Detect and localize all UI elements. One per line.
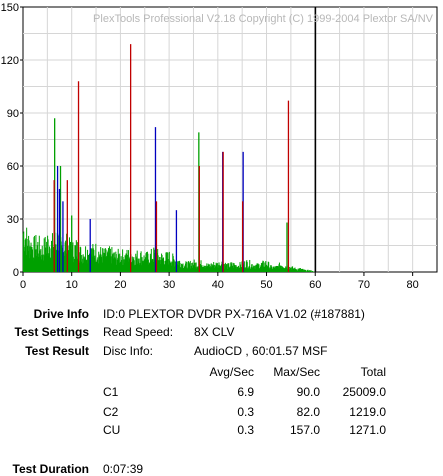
y-tick-label: 120 xyxy=(1,55,19,67)
stats-row-name-c2: C2 xyxy=(103,405,119,419)
test-settings-label: Test Settings xyxy=(14,325,89,339)
disc-info-value: AudioCD , 60:01.57 MSF xyxy=(194,344,328,358)
x-axis-ticks: 0 10 20 30 40 50 60 70 80 xyxy=(20,272,419,290)
stats-header-avg: Avg/Sec xyxy=(209,365,254,379)
x-tick-label: 60 xyxy=(309,279,321,290)
read-speed-label: Read Speed: xyxy=(103,325,174,339)
stats-row-max-c1: 90.0 xyxy=(296,385,320,399)
y-tick-label: 0 xyxy=(13,267,19,279)
stats-row-avg-c1: 6.9 xyxy=(237,385,254,399)
stats-row-name-cu: CU xyxy=(103,423,121,437)
stats-row-max-cu: 157.0 xyxy=(289,423,320,437)
stats-row-total-c2: 1219.0 xyxy=(349,405,386,419)
y-tick-label: 30 xyxy=(7,214,19,226)
chart-grid xyxy=(23,7,437,272)
x-tick-label: 10 xyxy=(66,279,78,290)
stats-row-name-c1: C1 xyxy=(103,385,119,399)
y-axis-ticks: 0 30 60 90 120 150 xyxy=(1,2,23,279)
stats-row-total-cu: 1271.0 xyxy=(349,423,386,437)
x-tick-label: 80 xyxy=(407,279,419,290)
disc-info-label: Disc Info: xyxy=(103,344,154,358)
stats-row-avg-c2: 0.3 xyxy=(237,405,254,419)
test-result-label: Test Result xyxy=(25,344,89,358)
x-tick-label: 30 xyxy=(163,279,175,290)
x-tick-label: 20 xyxy=(114,279,126,290)
stats-row-max-c2: 82.0 xyxy=(296,405,320,419)
x-tick-label: 70 xyxy=(358,279,370,290)
stats-row-total-c1: 25009.0 xyxy=(342,385,386,399)
error-chart: 0 10 20 30 40 50 60 70 80 0 30 60 90 120 150 PlexTool… xyxy=(1,2,438,290)
y-tick-label: 90 xyxy=(7,108,19,120)
stats-row-avg-cu: 0.3 xyxy=(237,423,254,437)
y-tick-label: 150 xyxy=(1,2,19,14)
test-duration-value: 0:07:39 xyxy=(103,462,144,476)
chart-bars xyxy=(22,7,317,272)
x-tick-label: 50 xyxy=(260,279,272,290)
x-tick-label: 40 xyxy=(212,279,224,290)
drive-info-label: Drive Info xyxy=(33,307,89,321)
read-speed-value: 8X CLV xyxy=(194,325,235,339)
y-tick-label: 60 xyxy=(7,161,19,173)
drive-info-value: ID:0 PLEXTOR DVDR PX-716A V1.02 (#187881… xyxy=(103,307,365,321)
stats-header-total: Total xyxy=(360,365,386,379)
test-duration-label: Test Duration xyxy=(12,462,89,476)
stats-header-max: Max/Sec xyxy=(273,365,320,379)
copyright-watermark: PlexTools Professional V2.18 Copyright (… xyxy=(93,13,434,25)
x-tick-label: 0 xyxy=(20,279,26,290)
